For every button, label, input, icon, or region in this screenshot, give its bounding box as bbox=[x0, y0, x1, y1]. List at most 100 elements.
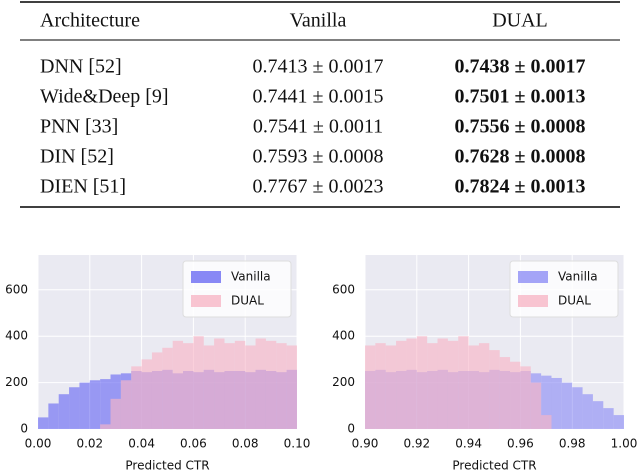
table-cell: 0.7824 ± 0.0013 bbox=[455, 176, 586, 198]
histogram-bar bbox=[561, 382, 573, 429]
charts: 0 200 400 600 0.00 0.02 0.04 0.06 0.08 0.10 Predic… bbox=[5, 255, 637, 473]
histogram-bar bbox=[100, 379, 111, 429]
histogram-bar bbox=[286, 345, 297, 429]
x-axis-label: Predicted CTR bbox=[125, 459, 209, 473]
y-tick-label: 0 bbox=[20, 422, 28, 436]
x-axis-label: Predicted CTR bbox=[452, 459, 536, 473]
histogram-bar bbox=[592, 401, 604, 429]
histogram-bar bbox=[265, 340, 277, 429]
histogram-bar bbox=[193, 336, 204, 429]
histogram-bar bbox=[38, 417, 49, 429]
histogram-bar bbox=[100, 424, 111, 429]
histogram-bar bbox=[510, 361, 521, 429]
histogram-bar bbox=[48, 403, 59, 429]
histogram-bar bbox=[406, 338, 417, 429]
legend-label: DUAL bbox=[231, 294, 264, 308]
x-tick-label: 0.98 bbox=[559, 437, 586, 451]
table: Architecture Vanilla DUAL DNN [52] 0.7413 ± … bbox=[40, 10, 585, 198]
histogram-bar bbox=[499, 357, 511, 429]
histogram-bar bbox=[110, 398, 121, 429]
table-cell: PNN [33] bbox=[40, 116, 118, 138]
histogram-bar bbox=[478, 343, 490, 429]
histogram-bar bbox=[120, 380, 132, 429]
histogram-bar bbox=[447, 340, 459, 429]
y-tick-label: 600 bbox=[332, 282, 355, 296]
histogram-bar bbox=[224, 343, 235, 429]
x-tick-label: 0.06 bbox=[180, 437, 207, 451]
table-cell: 0.7556 ± 0.0008 bbox=[455, 116, 586, 138]
histogram-bar bbox=[141, 359, 152, 429]
histogram-bar bbox=[375, 343, 386, 429]
y-tick-label: 400 bbox=[5, 329, 28, 343]
table-cell: 0.7438 ± 0.0017 bbox=[455, 56, 586, 78]
histogram-bar bbox=[131, 366, 142, 429]
histogram-bar bbox=[79, 382, 90, 429]
histogram-bar bbox=[203, 345, 215, 429]
histogram-bar bbox=[427, 343, 438, 429]
x-tick-label: 0.02 bbox=[76, 437, 103, 451]
table-cell: 0.7501 ± 0.0013 bbox=[455, 86, 586, 108]
x-tick-label: 0.04 bbox=[128, 437, 155, 451]
x-tick-label: 0.94 bbox=[455, 437, 482, 451]
histogram-bar bbox=[396, 340, 407, 429]
histogram-bar bbox=[365, 345, 376, 429]
histogram-bar bbox=[530, 382, 542, 429]
y-tick-label: 600 bbox=[5, 282, 28, 296]
table-header-cell: Architecture bbox=[40, 10, 140, 32]
histogram-bar bbox=[162, 347, 173, 429]
x-tick-label: 0.00 bbox=[25, 437, 52, 451]
histogram-bar bbox=[416, 336, 428, 429]
table-cell: 0.7541 ± 0.0011 bbox=[253, 116, 383, 138]
histogram-bar bbox=[276, 343, 287, 429]
table-cell: Wide&Deep [9] bbox=[40, 86, 169, 108]
y-tick-label: 400 bbox=[332, 329, 355, 343]
histogram-bar bbox=[89, 380, 101, 429]
legend-label: DUAL bbox=[558, 294, 591, 308]
table-cell: 0.7593 ± 0.0008 bbox=[253, 146, 384, 168]
histogram-bar bbox=[541, 375, 552, 429]
x-tick-label: 1.00 bbox=[611, 437, 638, 451]
x-tick-label: 0.90 bbox=[352, 437, 379, 451]
table-header-cell: Vanilla bbox=[290, 10, 347, 32]
histogram-bar bbox=[541, 415, 552, 429]
legend-swatch bbox=[191, 295, 221, 307]
histogram-bar bbox=[613, 415, 624, 429]
table-cell: DIN [52] bbox=[40, 146, 114, 168]
histogram-bar bbox=[245, 345, 256, 429]
x-tick-label: 0.08 bbox=[232, 437, 259, 451]
table-cell: DNN [52] bbox=[40, 56, 122, 78]
legend-swatch bbox=[518, 295, 548, 307]
y-tick-label: 200 bbox=[332, 375, 355, 389]
histogram-bar bbox=[183, 343, 194, 429]
histogram-bar bbox=[255, 338, 266, 429]
histogram-bar bbox=[551, 377, 562, 429]
table-cell: DIEN [51] bbox=[40, 176, 126, 198]
x-tick-label: 0.10 bbox=[284, 437, 311, 451]
y-tick-label: 0 bbox=[347, 422, 355, 436]
histogram-bar bbox=[172, 340, 184, 429]
table-cell: 0.7441 ± 0.0015 bbox=[253, 86, 384, 108]
histogram-bar bbox=[489, 350, 500, 429]
histogram-bar bbox=[582, 394, 593, 429]
histogram-bar bbox=[151, 352, 163, 429]
y-tick-label: 200 bbox=[5, 375, 28, 389]
legend-label: Vanilla bbox=[558, 270, 598, 284]
histogram-bar bbox=[520, 366, 531, 429]
histogram-bar bbox=[58, 394, 70, 429]
histogram-bar bbox=[468, 345, 479, 429]
histogram-bar bbox=[69, 387, 80, 429]
table-cell: 0.7413 ± 0.0017 bbox=[253, 56, 384, 78]
histogram-bar bbox=[234, 340, 246, 429]
legend-swatch bbox=[518, 271, 548, 283]
histogram-bar bbox=[214, 338, 225, 429]
legend-swatch bbox=[191, 271, 221, 283]
legend-label: Vanilla bbox=[231, 270, 271, 284]
histogram-bar bbox=[385, 345, 397, 429]
histogram-bar bbox=[603, 408, 614, 429]
histogram-bar bbox=[437, 338, 448, 429]
table-header-cell: DUAL bbox=[492, 10, 548, 32]
table-cell: 0.7767 ± 0.0023 bbox=[253, 176, 384, 198]
x-tick-label: 0.96 bbox=[507, 437, 534, 451]
histogram-bar bbox=[572, 387, 583, 429]
